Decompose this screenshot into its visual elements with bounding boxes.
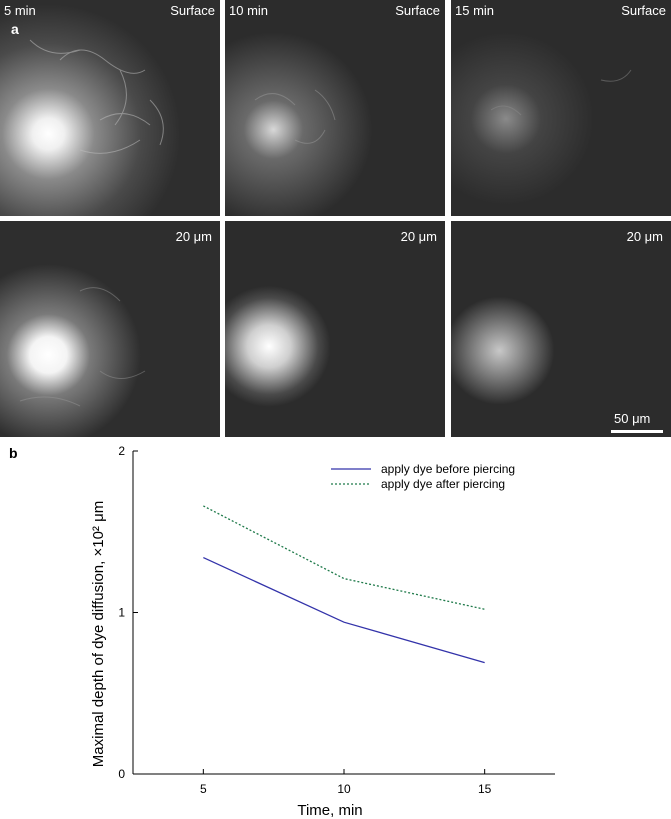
fluorescence-image (451, 0, 671, 216)
fluorescence-image (451, 221, 671, 437)
scale-bar-label: 50 μm (614, 411, 651, 426)
depth-label: 20 μm (626, 229, 663, 244)
micrograph-tile: 20 μm (0, 221, 220, 437)
micrograph-tile: 15 min Surface (451, 0, 671, 216)
depth-label: 20 μm (175, 229, 212, 244)
legend-label: apply dye after piercing (381, 477, 505, 491)
x-tick-label: 5 (200, 782, 207, 796)
micrograph-tile: 20 μm 50 μm (451, 221, 671, 437)
fluorescence-image (0, 0, 220, 216)
y-tick-label: 0 (118, 767, 125, 781)
fluorescence-image (0, 221, 220, 437)
x-tick-label: 15 (478, 782, 492, 796)
y-axis-label: Maximal depth of dye diffusion, ×10² μm (90, 501, 107, 767)
chart-series (203, 505, 485, 664)
scale-bar (611, 430, 663, 433)
time-label: 15 min (455, 3, 495, 18)
panel-letter: a (11, 21, 19, 37)
fluorescence-image (225, 221, 445, 437)
depth-label: Surface (170, 3, 215, 18)
panel-letter: b (9, 445, 18, 461)
y-tick-label: 2 (118, 444, 125, 458)
time-label: 5 min (4, 3, 36, 18)
legend-label: apply dye before piercing (381, 462, 515, 476)
micrograph-tile: 5 min Surface (0, 0, 220, 216)
time-label: 10 min (229, 3, 269, 18)
depth-label: 20 μm (400, 229, 437, 244)
depth-label: Surface (621, 3, 666, 18)
x-tick-label: 10 (337, 782, 351, 796)
micrograph-tile: 10 min Surface (225, 0, 445, 216)
y-tick-label: 1 (118, 606, 125, 620)
line-chart: 0 1 2 5 10 15 apply dye before piercingapply … (90, 444, 555, 819)
fluorescence-image (225, 0, 445, 216)
chart-axes: 0 1 2 5 10 15 (118, 444, 555, 796)
micrograph-tile: 20 μm (225, 221, 445, 437)
series-line (203, 505, 485, 610)
x-axis-label: Time, min (297, 802, 362, 819)
series-line (203, 556, 485, 664)
depth-label: Surface (395, 3, 440, 18)
micrograph-panel: 5 min Surface 10 min Surface (0, 0, 671, 437)
